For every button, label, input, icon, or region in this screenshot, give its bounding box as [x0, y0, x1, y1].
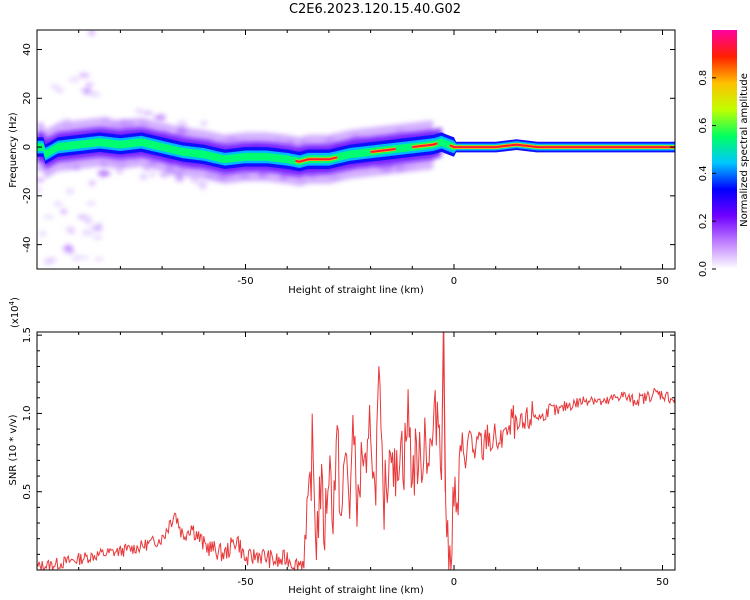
spectrogram-core-hot: [295, 156, 338, 163]
spectrogram-chart: -50 0 50 -40 -20 0 20 40 Height of straight lin…: [8, 29, 676, 296]
colorbar-tick-label: 0.8: [698, 70, 709, 86]
spectrogram-heatmap: [37, 30, 675, 265]
snr-x-tick-label: 0: [451, 577, 457, 588]
page-title: C2E6.2023.120.15.40.G02: [288, 2, 462, 17]
snr-series-line: [37, 332, 675, 570]
spectrogram-ticks: -50 0 50 -40 -20 0 20 40: [22, 30, 675, 287]
snr-chart: -50 0 50 0.5 1.0 1.5 Height of straight line …: [8, 297, 676, 596]
colorbar-ticks: 0.0 0.2 0.4 0.6 0.8: [698, 70, 716, 277]
spectrogram-frame: [36, 29, 676, 270]
spectrogram-y-tick-label: -40: [22, 236, 33, 252]
spectrogram-x-tick-label: 50: [656, 276, 669, 287]
spectrogram-x-tick-label: -50: [237, 276, 253, 287]
spectrogram-core-hot: [370, 148, 396, 153]
snr-y-axis-label: SNR (10 * v/v): [8, 414, 19, 485]
colorbar-tick-label: 0.2: [698, 213, 709, 229]
colorbar-tick-label: 0.4: [698, 165, 709, 181]
spectrogram-y-axis-label: Frequency (Hz): [8, 112, 19, 188]
snr-x-axis-label: Height of straight line (km): [288, 585, 424, 596]
spectrogram-y-tick-label: 40: [22, 43, 33, 56]
spectrogram-y-tick-label: -20: [22, 188, 33, 204]
spectrogram-x-axis-label: Height of straight line (km): [288, 285, 424, 296]
colorbar-label: Normalized spectral amplitude: [739, 73, 750, 227]
spectrogram-x-tick-label: 0: [451, 276, 457, 287]
colorbar-tick-label: 0.6: [698, 118, 709, 134]
snr-x-tick-label: -50: [237, 577, 253, 588]
spectrogram-y-tick-label: 20: [22, 92, 33, 105]
snr-y-tick-label: 1.0: [22, 405, 33, 421]
spectrogram-core-hot: [449, 143, 675, 149]
snr-y-tick-label: 0.5: [22, 484, 33, 500]
snr-x-tick-label: 50: [656, 577, 669, 588]
colorbar-gradient: [712, 30, 737, 269]
snr-scale-note: (x104): [8, 297, 21, 328]
spectrogram-y-tick-label: 0: [22, 144, 33, 150]
colorbar: 0.0 0.2 0.4 0.6 0.8 Normalized spectral ampl…: [698, 30, 750, 277]
colorbar-tick-label: 0.0: [698, 261, 709, 277]
snr-y-tick-label: 1.5: [22, 327, 33, 343]
snr-frame: [36, 331, 676, 571]
snr-ticks: -50 0 50 0.5 1.0 1.5: [22, 327, 675, 588]
spectrogram-core-hot: [412, 142, 438, 149]
